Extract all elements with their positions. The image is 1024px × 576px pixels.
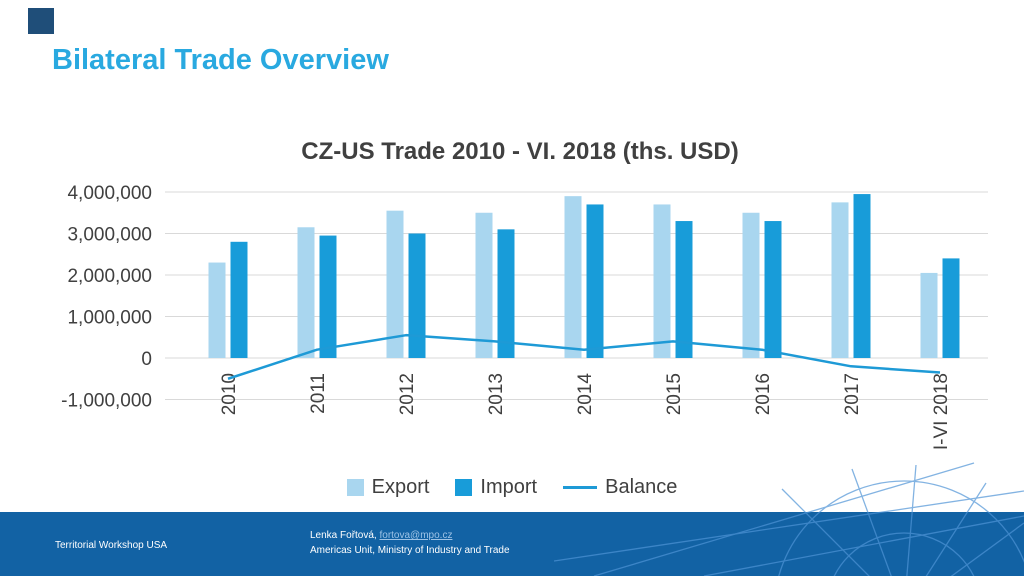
svg-text:2011: 2011 <box>308 373 329 414</box>
contact-name: Lenka Fořtová, <box>310 530 380 541</box>
footer-contact-line2: Americas Unit, Ministry of Industry and … <box>310 544 510 556</box>
svg-text:2,000,000: 2,000,000 <box>67 266 152 287</box>
svg-text:2016: 2016 <box>753 373 774 415</box>
svg-text:1,000,000: 1,000,000 <box>67 308 152 329</box>
footer-contact-block: Lenka Fořtová, fortova@mpo.cz Americas U… <box>310 529 510 558</box>
svg-text:2017: 2017 <box>842 373 863 415</box>
email-link[interactable]: fortova@mpo.cz <box>379 530 453 541</box>
chart-legend: Export Import Balance <box>0 476 1024 499</box>
svg-text:2014: 2014 <box>575 373 596 416</box>
chart-title: CZ-US Trade 2010 - VI. 2018 (ths. USD) <box>301 138 739 165</box>
import-swatch-icon <box>455 479 473 496</box>
svg-text:3,000,000: 3,000,000 <box>67 225 152 246</box>
legend-label-export: Export <box>371 476 430 498</box>
legend-item-export: Export <box>346 476 430 499</box>
footer-left-text: Territorial Workshop USA <box>55 540 168 551</box>
legend-item-import: Import <box>455 476 537 499</box>
svg-text:2015: 2015 <box>664 373 685 415</box>
svg-text:-1,000,000: -1,000,000 <box>61 391 152 412</box>
svg-text:2012: 2012 <box>397 373 418 415</box>
legend-item-balance: Balance <box>563 476 677 499</box>
export-swatch-icon <box>346 479 364 496</box>
svg-text:4,000,000: 4,000,000 <box>67 183 152 204</box>
footer-contact-line1: Lenka Fořtová, fortova@mpo.cz <box>310 529 510 544</box>
footer-bar: Territorial Workshop USA Lenka Fořtová, … <box>0 512 1024 576</box>
balance-line-swatch-icon <box>563 486 598 489</box>
svg-text:0: 0 <box>141 349 152 370</box>
legend-label-balance: Balance <box>605 476 678 498</box>
chart-plot: -1,000,000 0 1,000,000 2,000,000 3,000,000 4,… <box>61 183 988 450</box>
svg-text:I-VI 2018: I-VI 2018 <box>931 373 952 450</box>
slide-title: Bilateral Trade Overview <box>52 44 389 76</box>
legend-label-import: Import <box>480 476 538 498</box>
svg-text:2010: 2010 <box>219 373 240 415</box>
corner-accent-square <box>28 8 54 34</box>
svg-text:2013: 2013 <box>486 373 507 415</box>
